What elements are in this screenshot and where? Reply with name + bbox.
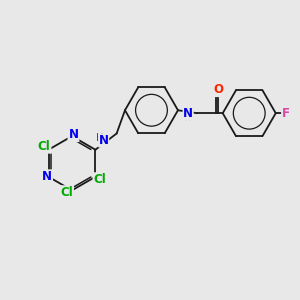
Text: Cl: Cl xyxy=(38,140,50,153)
Text: N: N xyxy=(42,170,52,183)
Text: H: H xyxy=(96,133,103,143)
Text: O: O xyxy=(213,83,223,96)
Text: N: N xyxy=(183,107,193,120)
Text: N: N xyxy=(99,134,109,147)
Text: N: N xyxy=(68,128,78,141)
Text: H: H xyxy=(184,113,192,123)
Text: Cl: Cl xyxy=(60,186,73,199)
Text: F: F xyxy=(282,107,290,120)
Text: Cl: Cl xyxy=(94,173,106,186)
